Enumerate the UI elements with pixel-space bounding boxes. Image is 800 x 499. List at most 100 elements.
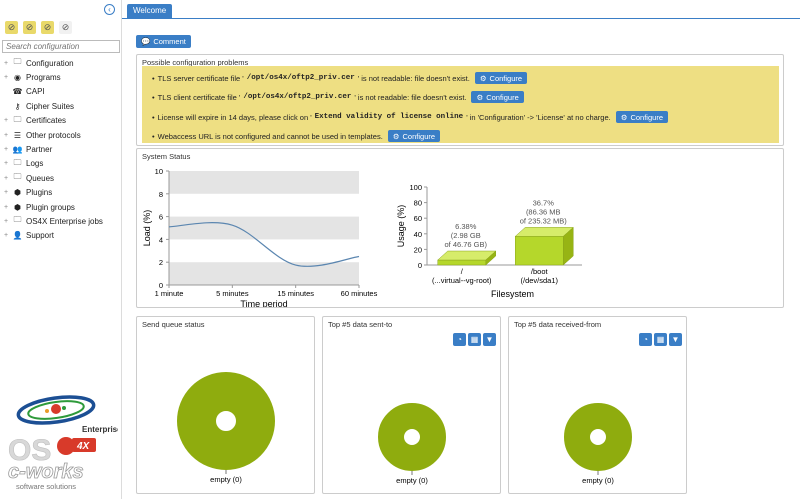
x-axis-label: Time period — [240, 299, 287, 307]
problem-item: • TLS client certificate file '/opt/os4x/… — [152, 91, 524, 103]
configure-button-label: Configure — [630, 112, 663, 122]
comment-button-label: Comment — [153, 37, 186, 46]
expand-icon[interactable]: + — [3, 146, 9, 154]
svg-text:c-works: c-works — [8, 461, 84, 483]
bullet: • — [152, 131, 155, 141]
sidebar-item-queues[interactable]: + 🗀 Queues — [0, 171, 122, 185]
user-icon: 👤 — [12, 231, 23, 241]
sidebar-item-plugin-groups[interactable]: + ⬢ Plugin groups — [0, 200, 122, 214]
problem-text: TLS server certificate file ' — [157, 73, 244, 83]
tab-welcome[interactable]: Welcome — [127, 4, 173, 18]
sidebar-item-programs[interactable]: + ◉ Programs — [0, 70, 122, 84]
sidebar-item-label: Support — [26, 231, 55, 241]
sidebar-item-certificates[interactable]: + 🗀 Certificates — [0, 114, 122, 128]
expand-icon[interactable]: + — [3, 203, 9, 211]
donut-chart: empty (0) — [177, 372, 275, 484]
top-received-from-panel: Top #5 data received-from ◔ ▦ ▼ empty (0) — [508, 316, 687, 494]
sidebar-item-os4x-enterprise-jobs[interactable]: + 🗀 OS4X Enterprise jobs — [0, 214, 122, 228]
problems-panel: Possible configuration problems • TLS ser… — [136, 54, 784, 146]
programs-icon: ◉ — [14, 73, 21, 83]
expand-icon[interactable]: + — [3, 232, 9, 240]
problem-code: /opt/os4x/oftp2_priv.cer — [243, 93, 352, 101]
usage-bar-side — [563, 226, 574, 266]
tab-divider — [122, 18, 800, 19]
expand-icon[interactable]: + — [3, 117, 9, 125]
donut-label: empty (0) — [210, 475, 242, 484]
usage-data-label: 36.7% (86.36 MB of 235.32 MB) — [520, 198, 568, 225]
pie-chart-icon[interactable]: ◔ — [453, 333, 466, 346]
y-tick-label: 10 — [155, 167, 163, 176]
gear-icon: ⚙ — [620, 112, 628, 122]
x-tick-label: 1 minute — [155, 289, 184, 298]
disable-icon[interactable]: ⊘ — [23, 21, 36, 34]
nav-tree: + 🗀 Configuration + ◉ Programs ☎ CAPI ⚷ Cipher Su… — [0, 56, 122, 243]
sidebar-item-label: CAPI — [26, 87, 45, 97]
expand-icon[interactable]: + — [3, 160, 9, 168]
collapse-sidebar-icon[interactable]: ‹ — [104, 4, 115, 15]
bullet: • — [152, 73, 155, 83]
panel-title: Send queue status — [142, 320, 205, 329]
folder-icon: 🗀 — [13, 215, 22, 225]
cubes-icon: ⬢ — [14, 202, 21, 212]
expand-icon[interactable]: + — [3, 217, 9, 225]
x-tick-label: / (...virtual--vg-root) — [432, 267, 492, 285]
sidebar-item-partner[interactable]: + 👥 Partner — [0, 142, 122, 156]
table-icon[interactable]: ▦ — [468, 333, 481, 346]
problem-item: • Webaccess URL is not configured and can… — [152, 130, 441, 142]
disable-icon[interactable]: ⊘ — [59, 21, 72, 34]
send-queue-panel: Send queue status empty (0) — [136, 316, 315, 494]
panel-title: Top #5 data received-from — [514, 320, 602, 329]
server-icon: ☰ — [13, 130, 22, 140]
sidebar-item-plugins[interactable]: + ⬢ Plugins — [0, 186, 122, 200]
expand-icon[interactable]: + — [3, 131, 9, 139]
key-icon: ⚷ — [14, 101, 21, 111]
svg-text:Enterprise: Enterprise — [82, 425, 118, 434]
usage-bar — [515, 236, 564, 266]
configure-button[interactable]: ⚙ Configure — [474, 72, 528, 84]
search-input[interactable] — [2, 40, 120, 53]
usage-bar-side — [485, 250, 496, 266]
problem-code: /opt/os4x/oftp2_priv.cer — [246, 74, 355, 82]
grid-band — [169, 171, 359, 194]
configure-button[interactable]: ⚙ Configure — [387, 130, 441, 142]
donut-chart: empty (0) — [564, 403, 632, 485]
configure-button-label: Configure — [402, 131, 436, 141]
configure-button-label: Configure — [489, 73, 523, 83]
panel-title: Top #5 data sent-to — [328, 320, 393, 329]
sidebar-item-cipher-suites[interactable]: ⚷ Cipher Suites — [0, 99, 122, 113]
pie-chart-icon[interactable]: ◔ — [639, 333, 652, 346]
configure-button[interactable]: ⚙ Configure — [615, 111, 668, 123]
table-icon[interactable]: ▦ — [654, 333, 667, 346]
y-tick-label: 8 — [159, 190, 163, 199]
sidebar-item-support[interactable]: + 👤 Support — [0, 229, 122, 243]
users-icon: 👥 — [12, 145, 23, 155]
sidebar-item-label: Programs — [26, 73, 61, 83]
problem-text: ' is not readable: file doesn't exist. — [357, 73, 470, 83]
folder-icon: 🗀 — [13, 157, 22, 167]
view-toggle-group: ◔ ▦ ▼ — [639, 333, 682, 346]
configure-button[interactable]: ⚙ Configure — [471, 91, 524, 103]
expand-icon[interactable]: + — [3, 174, 9, 182]
filter-icon[interactable]: ▼ — [669, 333, 682, 346]
expand-icon[interactable]: + — [3, 74, 9, 82]
sidebar-item-configuration[interactable]: + 🗀 Configuration — [0, 56, 122, 70]
problem-text: TLS client certificate file ' — [157, 92, 241, 102]
sidebar-item-capi[interactable]: ☎ CAPI — [0, 85, 122, 99]
expand-icon[interactable]: + — [3, 59, 9, 67]
disable-icon[interactable]: ⊘ — [41, 21, 54, 34]
sidebar-item-logs[interactable]: + 🗀 Logs — [0, 157, 122, 171]
comment-button[interactable]: 💬 Comment — [136, 35, 191, 48]
os4x-logo: Enterprise OS 4X c-works software soluti… — [8, 395, 118, 491]
donut-slice-empty — [564, 403, 632, 471]
disable-icon[interactable]: ⊘ — [5, 21, 18, 34]
problem-item: • TLS server certificate file '/opt/os4x/… — [152, 72, 528, 84]
filter-icon[interactable]: ▼ — [483, 333, 496, 346]
sidebar-item-other-protocols[interactable]: + ☰ Other protocols — [0, 128, 122, 142]
y-axis-label: Usage (%) — [396, 205, 406, 248]
x-tick-label: 15 minutes — [277, 289, 314, 298]
y-tick-label: 0 — [418, 261, 422, 270]
usage-bar — [437, 259, 486, 266]
configure-button-label: Configure — [486, 92, 519, 102]
y-axis-label: Load (%) — [142, 210, 152, 247]
expand-icon[interactable]: + — [3, 189, 9, 197]
